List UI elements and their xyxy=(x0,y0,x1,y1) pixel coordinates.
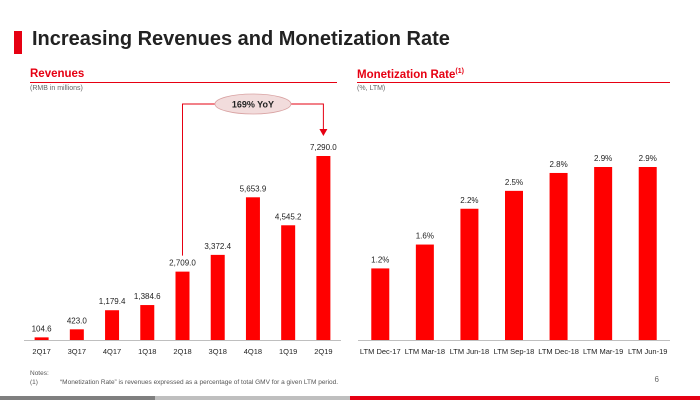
bottom-band xyxy=(0,396,700,400)
monetization-value-label: 2.8% xyxy=(549,160,567,169)
revenue-bar xyxy=(105,310,120,340)
revenue-value-label: 4,545.2 xyxy=(275,212,302,221)
revenue-tick-label: 2Q18 xyxy=(173,347,191,356)
note-text: “Monetization Rate” is revenues expresse… xyxy=(60,379,339,386)
monetization-value-label: 2.9% xyxy=(639,154,657,163)
revenue-value-label: 1,179.4 xyxy=(99,297,126,306)
yoy-arrowhead xyxy=(319,129,328,136)
band-light-segment xyxy=(155,396,350,400)
revenue-value-label: 5,653.9 xyxy=(240,184,267,193)
revenue-tick-label: 4Q18 xyxy=(244,347,262,356)
monetization-title-text: Monetization Rate xyxy=(357,68,456,81)
revenue-value-label: 7,290.0 xyxy=(310,143,337,152)
revenue-bar xyxy=(281,225,296,340)
revenue-bar xyxy=(140,305,155,340)
monetization-value-label: 1.2% xyxy=(371,255,389,264)
monetization-bar xyxy=(638,167,657,340)
revenue-bar xyxy=(34,337,49,340)
monetization-subtitle: (%, LTM) xyxy=(357,85,386,92)
revenue-value-label: 3,372.4 xyxy=(204,242,231,251)
revenues-title-rule xyxy=(30,82,337,83)
revenue-value-label: 2,709.0 xyxy=(169,259,196,268)
band-red-segment xyxy=(350,396,700,400)
monetization-footnote-ref: (1) xyxy=(455,68,464,75)
revenue-tick-label: 2Q19 xyxy=(314,347,332,356)
monetization-tick-label: LTM Mar-19 xyxy=(583,347,623,356)
revenue-value-label: 104.6 xyxy=(32,324,53,333)
note-line: (1) “Monetization Rate” is revenues expre… xyxy=(30,378,338,387)
revenues-title: Revenues xyxy=(30,68,85,80)
yoy-callout-text: 169% YoY xyxy=(232,100,274,110)
revenue-tick-label: 3Q17 xyxy=(68,347,86,356)
monetization-value-label: 2.9% xyxy=(594,154,612,163)
title-accent-bar xyxy=(14,31,22,54)
monetization-value-label: 2.5% xyxy=(505,178,523,187)
monetization-title: Monetization Rate(1) xyxy=(357,68,464,81)
note-number: (1) xyxy=(30,379,38,386)
band-gray-segment xyxy=(0,396,155,400)
revenue-tick-label: 1Q19 xyxy=(279,347,297,356)
notes-heading: Notes: xyxy=(30,370,49,377)
revenue-bar xyxy=(210,254,225,340)
revenue-value-label: 423.0 xyxy=(67,316,88,325)
monetization-tick-label: LTM Jun-19 xyxy=(628,347,667,356)
revenue-bar xyxy=(245,197,260,340)
monetization-bar xyxy=(549,172,568,340)
monetization-bar xyxy=(460,208,479,340)
revenue-tick-label: 2Q17 xyxy=(32,347,50,356)
monetization-tick-label: LTM Sep-18 xyxy=(494,347,535,356)
monetization-title-rule xyxy=(357,82,670,83)
yoy-callout-bubble xyxy=(214,93,292,115)
revenue-bar xyxy=(175,271,190,340)
monetization-bar xyxy=(594,167,613,340)
monetization-tick-label: LTM Dec-18 xyxy=(538,347,579,356)
monetization-bar xyxy=(371,268,390,340)
revenue-value-label: 1,384.6 xyxy=(134,292,161,301)
revenue-tick-label: 3Q18 xyxy=(209,347,227,356)
notes: Notes: (1) “Monetization Rate” is revenue… xyxy=(30,369,338,387)
monetization-value-label: 2.2% xyxy=(460,196,478,205)
revenues-subtitle: (RMB in millions) xyxy=(30,85,83,92)
revenue-tick-label: 1Q18 xyxy=(138,347,156,356)
monetization-tick-label: LTM Jun-18 xyxy=(450,347,489,356)
slide-title: Increasing Revenues and Monetization Rat… xyxy=(32,28,450,50)
monetization-value-label: 1.6% xyxy=(416,232,434,241)
revenue-bar xyxy=(316,156,331,340)
page-number: 6 xyxy=(654,375,659,384)
monetization-bar xyxy=(415,244,434,340)
revenue-bar xyxy=(69,329,84,340)
monetization-tick-label: LTM Mar-18 xyxy=(405,347,445,356)
monetization-tick-label: LTM Dec-17 xyxy=(360,347,401,356)
monetization-bar xyxy=(505,190,523,340)
revenue-tick-label: 4Q17 xyxy=(103,347,121,356)
